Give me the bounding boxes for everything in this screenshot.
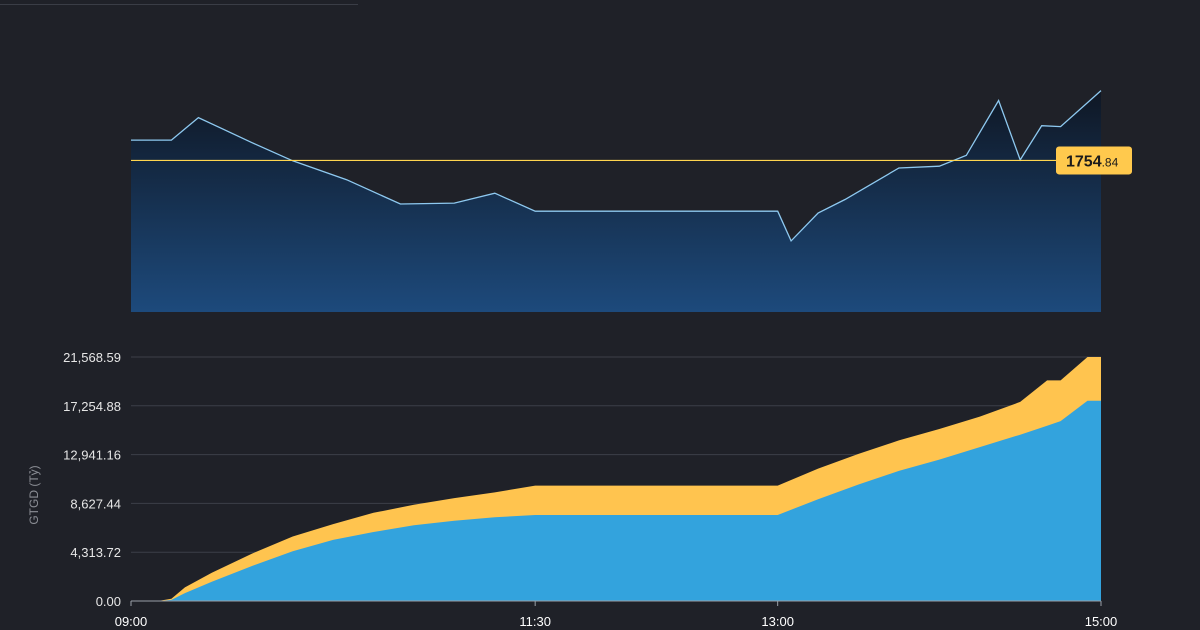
trading-value-panel: 21,568.59 17,254.88 12,941.16 8,627.44 4,313…	[27, 350, 1117, 629]
price-tag-label: 1754.84	[1066, 153, 1119, 170]
order-value-area	[131, 400, 1101, 601]
price-tag-main: 1754	[1066, 153, 1102, 170]
price-panel: 1754.84	[131, 90, 1132, 312]
y-axis-label: GTGD (Tỷ)	[27, 465, 41, 524]
x-tick-label: 11:30	[519, 614, 551, 629]
price-tag-decimals: .84	[1102, 155, 1119, 169]
x-tick-label: 13:00	[761, 614, 794, 629]
x-tick-label: 15:00	[1085, 614, 1118, 629]
y-tick-label: 4,313.72	[70, 545, 121, 560]
price-area-fill	[131, 90, 1101, 312]
x-tick-label: 09:00	[115, 614, 148, 629]
y-tick-label: 17,254.88	[63, 399, 121, 414]
top-cut-text: ·	[388, 0, 393, 8]
y-tick-label: 8,627.44	[70, 496, 121, 511]
top-divider	[0, 4, 358, 5]
y-tick-label: 21,568.59	[63, 350, 121, 365]
price-tag	[1056, 146, 1132, 175]
y-tick-label: 0.00	[96, 594, 121, 609]
y-tick-label: 12,941.16	[63, 448, 121, 463]
price-line	[131, 90, 1102, 243]
